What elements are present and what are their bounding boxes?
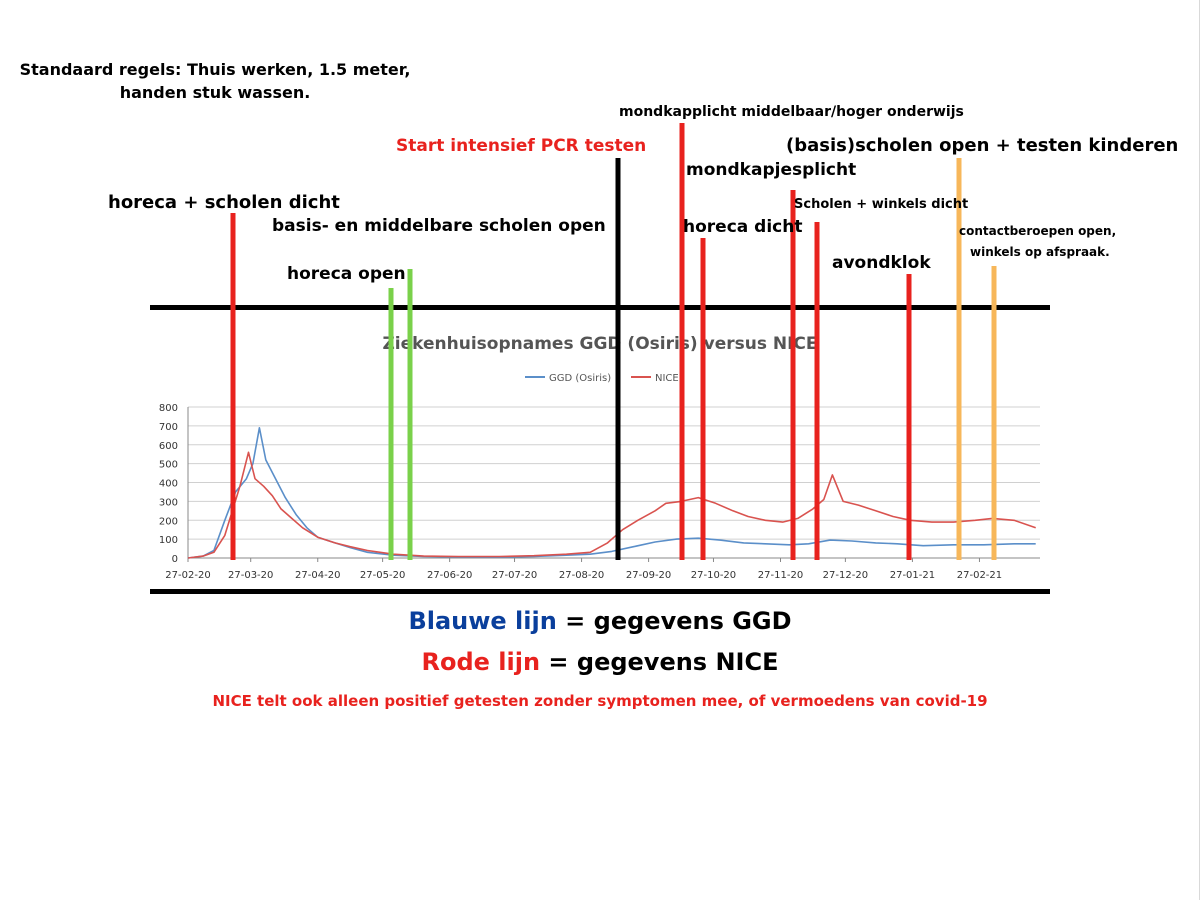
annotation-winkels-afspraak: winkels op afspraak. [970,245,1110,259]
header-note-line1: Standaard regels: Thuis werken, 1.5 mete… [19,60,411,79]
chart-series [187,426,1036,559]
explanation-blue: Blauwe lijn = gegevens GGD [0,607,1200,635]
annotation-scholen-winkels-dicht: Scholen + winkels dicht [794,197,969,212]
x-tick-label: 27-03-20 [228,570,273,581]
explanation-blue-rest: = gegevens GGD [556,607,792,635]
header-note-line2: handen stuk wassen. [119,83,311,102]
annotation-horeca-scholen-dicht: horeca + scholen dicht [108,192,340,213]
chart-bottom-bar [150,589,1050,594]
x-tick-label: 27-06-20 [427,570,472,581]
series-line-nice [187,451,1036,559]
x-tick-label: 27-11-20 [758,570,803,581]
event-markers [230,123,997,560]
y-tick-label: 0 [172,554,178,565]
y-tick-label: 800 [159,403,178,414]
y-tick-label: 100 [159,535,178,546]
header-note: Standaard regels: Thuis werken, 1.5 mete… [0,58,430,104]
annotation-start-pcr: Start intensief PCR testen [396,136,647,156]
x-tick-label: 27-01-21 [890,570,935,581]
x-tick-label: 27-10-20 [691,570,736,581]
annotation-mondkapplicht-mbo: mondkapplicht middelbaar/hoger onderwijs [619,104,964,120]
y-tick-label: 500 [159,460,178,471]
annotation-horeca-open: horeca open [287,264,406,284]
explanation-red: Rode lijn = gegevens NICE [0,648,1200,676]
y-tick-label: 300 [159,497,178,508]
x-tick-label: 27-02-20 [165,570,210,581]
annotation-basis-middelbare-open: basis- en middelbare scholen open [272,216,606,236]
chart-legend: GGD (Osiris) NICE [525,373,679,384]
x-tick-label: 27-12-20 [823,570,868,581]
x-tick-label: 27-04-20 [295,570,340,581]
explanation-red-rest: = gegevens NICE [540,648,779,676]
chart-top-bar [150,305,1050,310]
annotation-mondkapjesplicht: mondkapjesplicht [686,160,857,180]
y-tick-label: 400 [159,479,178,490]
legend-ggd-label: GGD (Osiris) [549,373,611,384]
annotation-avondklok: avondklok [832,253,931,273]
y-tick-label: 700 [159,422,178,433]
chart-axes: 0 100 200 300 400 500 600 700 800 27-02-20 27-03-2… [159,403,1002,581]
footnote: NICE telt ook alleen positief getesten z… [212,692,988,710]
chart-title: Ziekenhuisopnames GGD (Osiris) versus NI… [382,334,817,354]
y-tick-label: 600 [159,441,178,452]
x-tick-label: 27-05-20 [360,570,405,581]
explanation-red-label: Rode lijn [421,648,541,676]
annotation-basisscholen-open: (basis)scholen open + testen kinderen [786,135,1179,156]
chart-gridlines [188,406,1040,559]
annotation-contactberoepen: contactberoepen open, [959,224,1117,238]
x-tick-label: 27-09-20 [626,570,671,581]
x-tick-label: 27-07-20 [492,570,537,581]
explanation-blue-label: Blauwe lijn [408,607,557,635]
y-tick-label: 200 [159,516,178,527]
x-tick-label: 27-08-20 [559,570,604,581]
legend-nice-label: NICE [655,373,679,384]
annotation-horeca-dicht: horeca dicht [683,217,803,237]
x-tick-label: 27-02-21 [957,570,1002,581]
